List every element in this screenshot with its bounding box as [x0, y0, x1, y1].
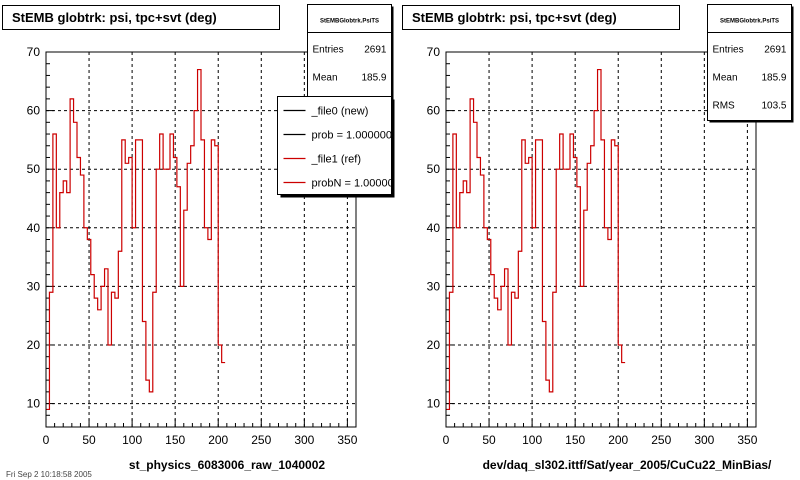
x-tick-label: 350: [737, 433, 757, 447]
x-tick-label: 200: [608, 433, 628, 447]
stats-value: 103.5: [761, 101, 786, 112]
x-tick-label: 50: [82, 433, 96, 447]
y-tick-label: 50: [27, 162, 41, 176]
y-tick-label: 60: [27, 104, 41, 118]
legend-entry: _file0 (new): [311, 106, 369, 118]
legend-entry: probN = 1.000000: [312, 178, 400, 190]
x-tick-label: 100: [122, 433, 142, 447]
y-tick-label: 70: [27, 45, 41, 59]
y-tick-label: 30: [427, 279, 441, 293]
x-tick-label: 50: [482, 433, 496, 447]
histogram-panel-1: 0 50 100 150 200 250 300 350 10 20 30 40 50 60 70 st_ph…: [2, 4, 400, 472]
stats-label: Mean: [313, 73, 338, 84]
stats-label: Entries: [313, 45, 344, 56]
x-axis-label: st_physics_6083006_raw_1040002: [129, 458, 325, 472]
legend: _file0 (new) prob = 1.000000 _file1 (ref) p…: [277, 96, 400, 198]
stats-name: StEMBGlobtrk.PsiTS: [720, 19, 779, 25]
y-tick-label: 10: [27, 397, 41, 411]
x-tick-label: 100: [522, 433, 542, 447]
stats-name: StEMBGlobtrk.PsiTS: [320, 19, 379, 25]
legend-box: [277, 96, 392, 195]
title-box: [402, 5, 680, 30]
x-tick-label: 300: [294, 433, 314, 447]
title-box: [2, 5, 280, 30]
y-tick-label: 40: [27, 221, 41, 235]
y-tick-label: 20: [27, 338, 41, 352]
stats-label: Entries: [713, 45, 744, 56]
x-tick-label: 200: [208, 433, 228, 447]
histogram-series-ref: [446, 68, 626, 411]
y-tick-label: 50: [427, 162, 441, 176]
plot-frame: [445, 51, 757, 428]
x-tick-label: 350: [337, 433, 357, 447]
y-tick-label: 70: [427, 45, 441, 59]
footer-timestamp: Fri Sep 2 10:18:58 2005: [6, 470, 92, 479]
y-tick-label: 40: [427, 221, 441, 235]
x-tick-label: 150: [165, 433, 185, 447]
stats-label: RMS: [713, 101, 736, 112]
stats-value: 2691: [764, 45, 787, 56]
stats-value: 185.9: [361, 73, 386, 84]
y-tick-label: 30: [27, 279, 41, 293]
x-tick-label: 150: [565, 433, 585, 447]
histogram-series-ref: [46, 68, 226, 411]
x-axis-label: dev/daq_sl302.ittf/Sat/year_2005/CuCu22_…: [483, 458, 772, 472]
legend-entry: prob = 1.000000: [312, 130, 392, 142]
y-tick-label: 60: [427, 104, 441, 118]
x-tick-label: 300: [694, 433, 714, 447]
plot-title: StEMB globtrk: psi, tpc+svt (deg): [12, 10, 217, 25]
stats-label: Mean: [713, 73, 738, 84]
panels-layer: 0 50 100 150 200 250 300 35010203040506070st_ph…: [2, 4, 794, 479]
stats-value: 185.9: [761, 73, 786, 84]
y-tick-label: 10: [427, 397, 441, 411]
x-tick-label: 250: [651, 433, 671, 447]
x-tick-label: 0: [43, 433, 50, 447]
stats-box: [707, 4, 792, 121]
stats-value: 2691: [364, 45, 387, 56]
x-tick-label: 0: [443, 433, 450, 447]
plot-frame: [45, 51, 357, 428]
legend-entry: _file1 (ref): [311, 154, 362, 166]
x-tick-label: 250: [251, 433, 271, 447]
y-tick-label: 20: [427, 338, 441, 352]
plot-title: StEMB globtrk: psi, tpc+svt (deg): [412, 10, 617, 25]
histogram-panel-2: 0 50 100 150 200 250 300 350 10 20 30 40 50 60 70 dev/d…: [402, 4, 794, 472]
